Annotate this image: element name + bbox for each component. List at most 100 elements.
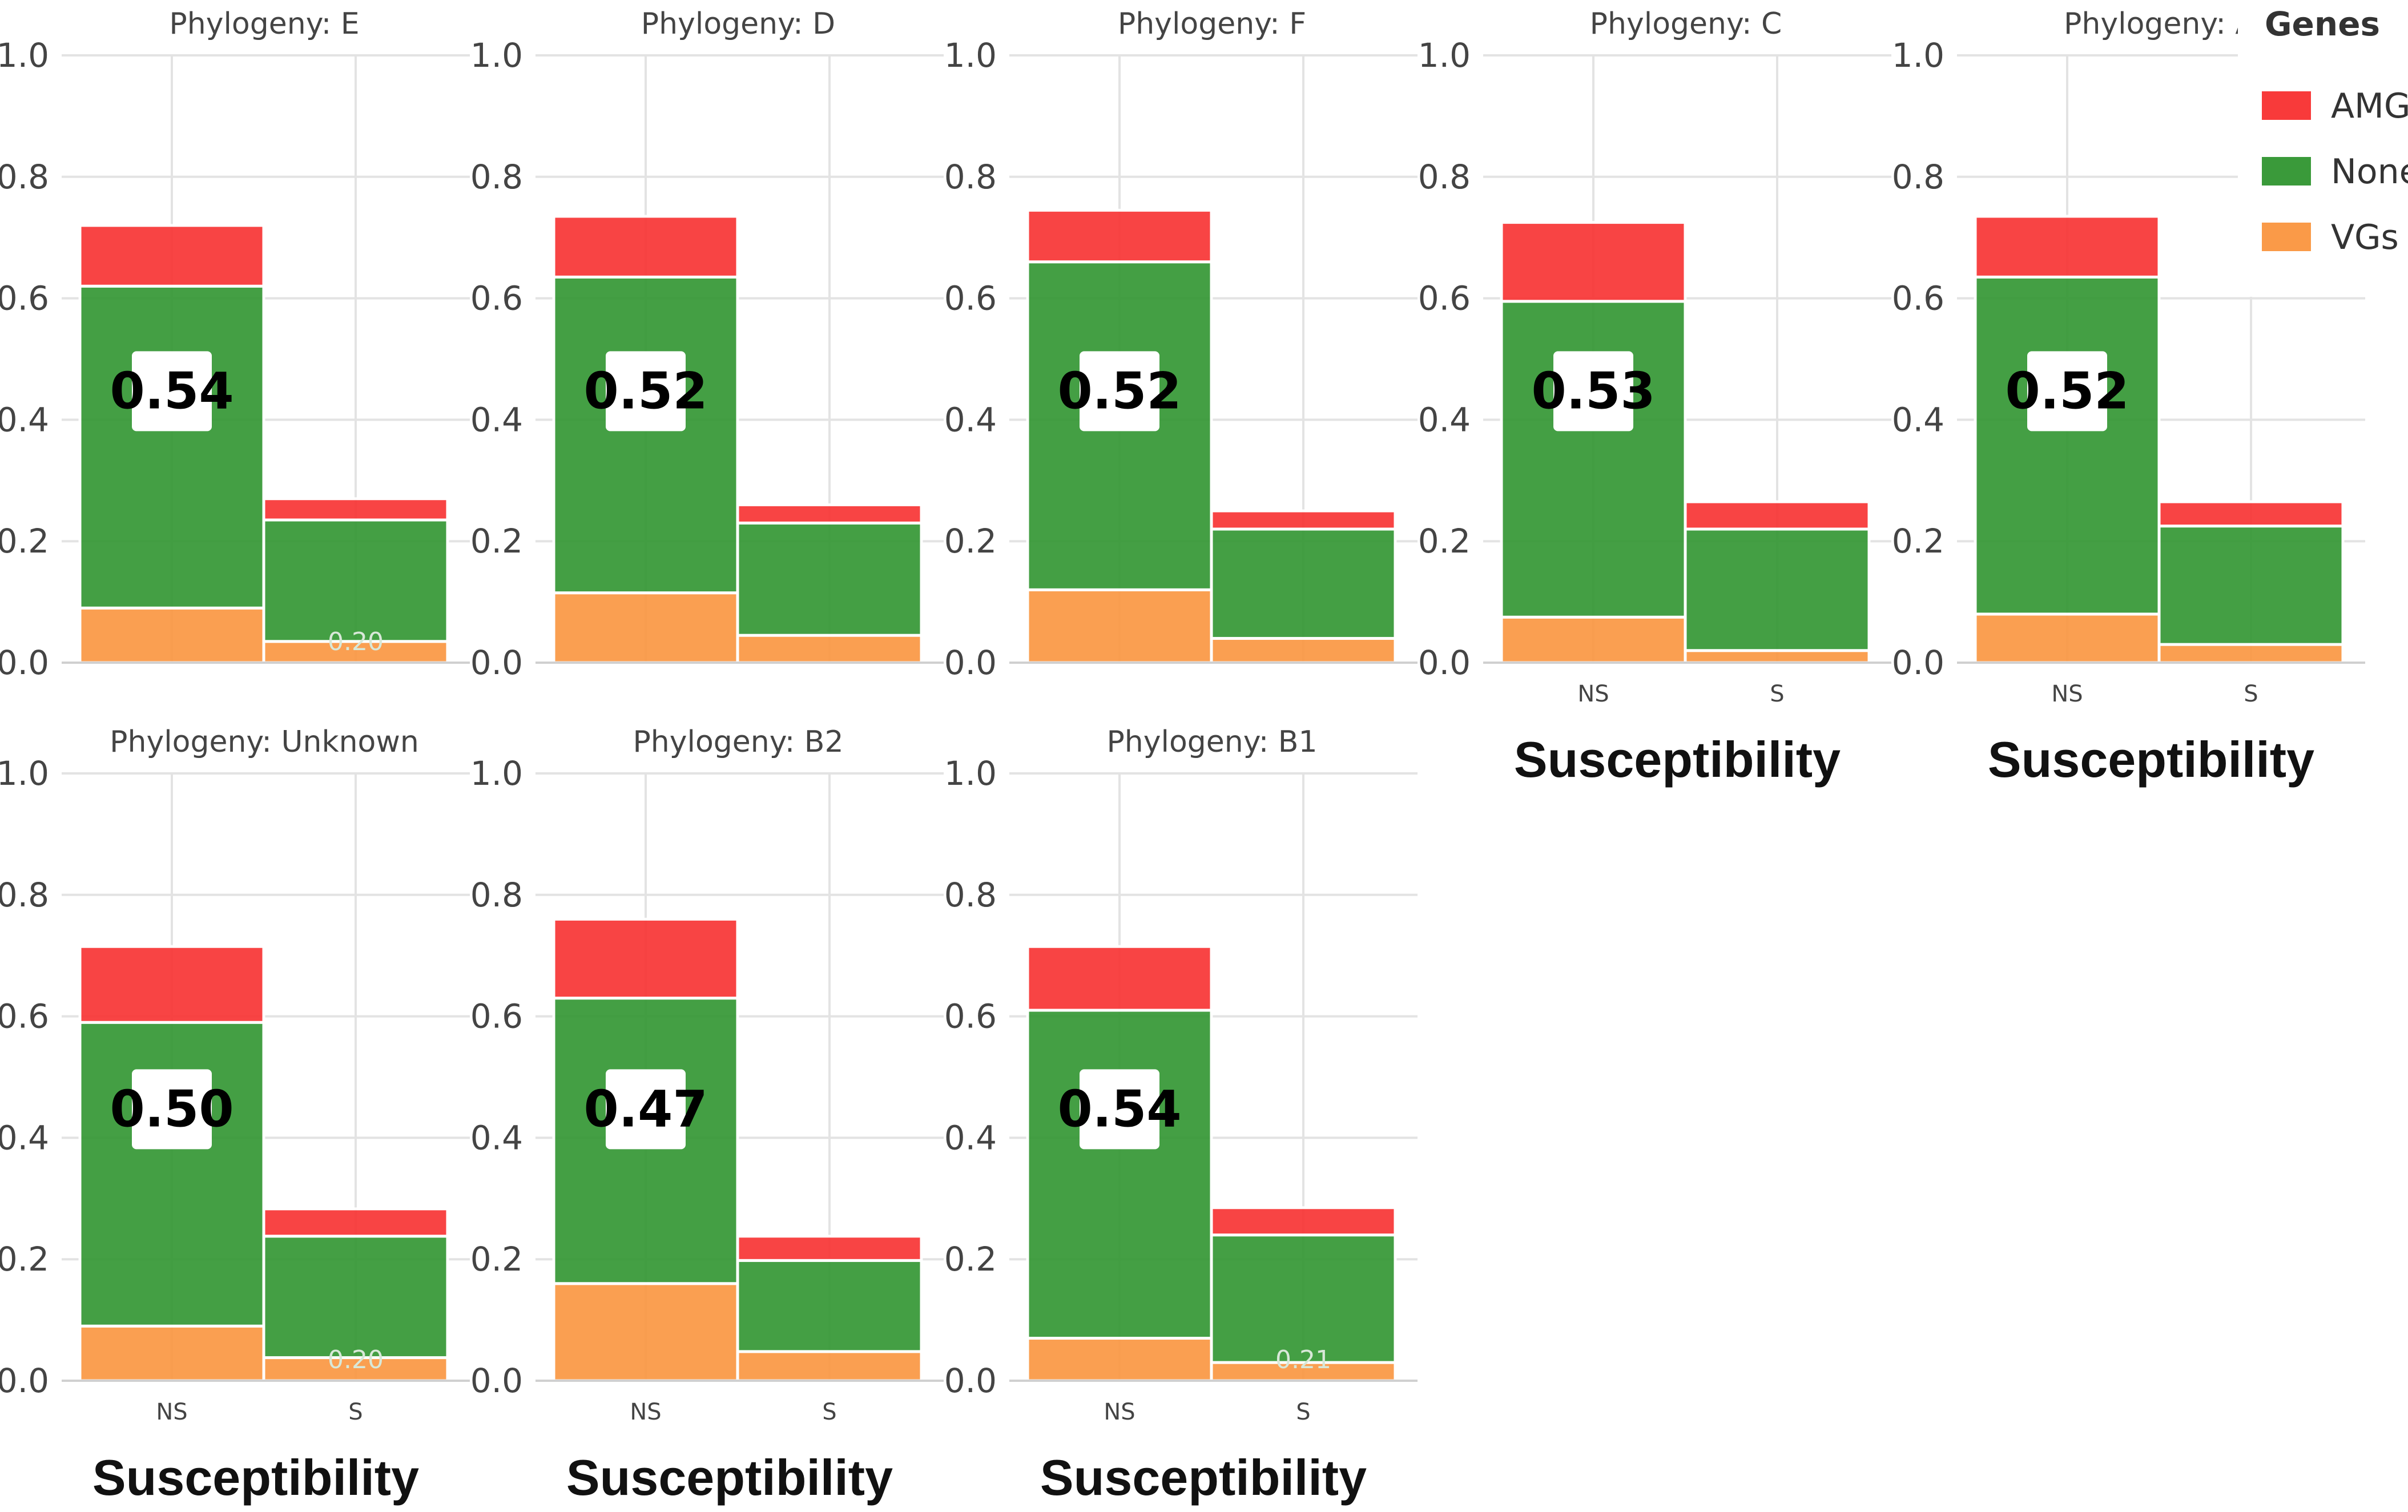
bar-s-amgs — [262, 1207, 449, 1238]
x-tick-label: NS — [2051, 681, 2083, 707]
y-tick-label: 0.0 — [0, 643, 49, 682]
panel-title: Phylogeny: A — [2064, 7, 2256, 41]
bar-s-none — [736, 1259, 923, 1353]
panel-3: Phylogeny: F 0.0 0.2 0.4 0.6 0.8 1.0 0.52 — [944, 7, 1418, 682]
x-axis-label: Susceptibility — [92, 1449, 419, 1506]
annotation-box — [132, 1069, 212, 1150]
bar-ns-none — [1026, 1009, 1213, 1340]
annotation-value: 0.54 — [1057, 1079, 1181, 1138]
y-tick-label: 1.0 — [1418, 36, 1471, 75]
annotation-box — [132, 351, 212, 432]
y-tick-label: 1.0 — [470, 36, 523, 75]
bar-ns-vgs — [1974, 612, 2161, 664]
annotation-box — [1553, 351, 1633, 432]
y-tick-label: 0.2 — [1418, 522, 1471, 561]
bar-s-none — [1210, 527, 1397, 640]
bar-ns-amgs — [552, 215, 739, 279]
bar-ns-amgs — [1026, 945, 1213, 1012]
legend-label-amgs: AMGs — [2331, 86, 2408, 126]
y-tick-label: 0.0 — [1892, 643, 1944, 682]
bar-s-vgs — [1684, 649, 1871, 664]
bar-ns-vgs — [1500, 615, 1687, 664]
panel-title: Phylogeny: D — [641, 7, 835, 41]
y-tick-label: 0.4 — [944, 400, 997, 439]
y-tick-label: 0.8 — [944, 876, 997, 914]
y-tick-label: 1.0 — [0, 754, 49, 793]
y-tick-label: 0.6 — [0, 279, 49, 318]
y-tick-label: 0.6 — [0, 997, 49, 1036]
panel-title: Phylogeny: Unknown — [110, 725, 419, 759]
y-tick-label: 0.8 — [0, 158, 49, 196]
y-tick-label: 0.2 — [944, 522, 997, 561]
panel-6: Phylogeny: Unknown 0.0 0.2 0.4 0.6 0.8 1.0 0.50… — [0, 725, 470, 1506]
bar-s-amgs — [262, 497, 449, 522]
panel-1: Phylogeny: E 0.0 0.2 0.4 0.6 0.8 1.0 0.54 0.20 — [0, 7, 470, 682]
panel-4: Phylogeny: C 0.0 0.2 0.4 0.6 0.8 1.0 0.53 NS S Sus… — [1418, 7, 1891, 788]
panel-title: Phylogeny: B2 — [633, 725, 843, 759]
bar-ns-vgs — [1026, 588, 1213, 664]
annotation-box — [606, 1069, 686, 1150]
annotation-value: 0.50 — [110, 1079, 233, 1138]
annotation-value: 0.52 — [583, 361, 707, 420]
y-tick-label: 1.0 — [0, 36, 49, 75]
y-tick-label: 0.0 — [1418, 643, 1471, 682]
y-tick-label: 0.4 — [944, 1118, 997, 1157]
panel-7: Phylogeny: B2 0.0 0.2 0.4 0.6 0.8 1.0 0.47 NS S Su… — [470, 725, 944, 1506]
x-axis-label: Susceptibility — [1040, 1449, 1367, 1506]
bar-ns-amgs — [552, 917, 739, 1000]
bar-ns-amgs — [1026, 208, 1213, 264]
y-tick-label: 0.2 — [470, 522, 523, 561]
y-tick-label: 1.0 — [944, 36, 997, 75]
y-tick-label: 0.0 — [470, 643, 523, 682]
panel-8: Phylogeny: B1 0.0 0.2 0.4 0.6 0.8 1.0 0.54 0.21 N… — [944, 725, 1418, 1506]
y-tick-label: 0.8 — [944, 158, 997, 196]
x-axis-label: Susceptibility — [1988, 731, 2314, 788]
y-tick-label: 0.6 — [1892, 279, 1944, 318]
x-tick-label: S — [1296, 1399, 1310, 1425]
bar-s-none — [262, 518, 449, 643]
y-tick-label: 0.2 — [0, 1240, 49, 1279]
bar-s-vgs — [1210, 636, 1397, 664]
y-tick-label: 0.2 — [0, 522, 49, 561]
bar-s-none — [2157, 525, 2345, 646]
bar-ns-none — [78, 284, 265, 610]
bar-ns-amgs — [1974, 215, 2161, 279]
bar-ns-vgs — [552, 591, 739, 664]
bar-s-none — [1210, 1233, 1397, 1364]
panel-title: Phylogeny: E — [169, 7, 359, 41]
annotation-value: 0.52 — [2005, 361, 2129, 420]
y-tick-label: 0.0 — [944, 643, 997, 682]
legend-title: Genes — [2265, 5, 2380, 43]
y-tick-label: 0.2 — [944, 1240, 997, 1279]
x-axis-label: Susceptibility — [1514, 731, 1841, 788]
legend: Genes AMGs None VGs — [2238, 0, 2408, 297]
bar-ns-vgs — [552, 1282, 739, 1382]
bar-ns-amgs — [1500, 221, 1687, 303]
y-tick-label: 0.2 — [470, 1240, 523, 1279]
panel-2: Phylogeny: D 0.0 0.2 0.4 0.6 0.8 1.0 0.52 — [470, 7, 944, 682]
bar-ns-none — [78, 1021, 265, 1328]
y-tick-label: 1.0 — [470, 754, 523, 793]
bar-s-none — [736, 521, 923, 637]
bar-s-amgs — [1210, 1206, 1397, 1237]
y-tick-label: 0.4 — [470, 1118, 523, 1157]
panel-title: Phylogeny: C — [1590, 7, 1782, 41]
bar-ns-vgs — [1026, 1337, 1213, 1382]
panel-title: Phylogeny: F — [1118, 7, 1306, 41]
bar-ns-amgs — [78, 945, 265, 1024]
y-tick-label: 0.4 — [470, 400, 523, 439]
bar-s-amgs — [2157, 500, 2345, 528]
x-axis-label: Susceptibility — [566, 1449, 893, 1506]
y-tick-label: 0.6 — [944, 997, 997, 1036]
legend-swatch-amgs — [2262, 91, 2311, 120]
x-tick-label: NS — [1577, 681, 1609, 707]
legend-label-vgs: VGs — [2331, 217, 2399, 257]
x-tick-label: S — [1770, 681, 1784, 707]
bar-s-vgs — [262, 640, 449, 664]
bar-ns-none — [552, 275, 739, 595]
y-tick-label: 0.4 — [1418, 400, 1471, 439]
y-tick-label: 0.8 — [470, 158, 523, 196]
y-tick-label: 0.0 — [0, 1361, 49, 1400]
bar-s-vgs — [2157, 643, 2345, 664]
y-tick-label: 0.0 — [470, 1361, 523, 1400]
